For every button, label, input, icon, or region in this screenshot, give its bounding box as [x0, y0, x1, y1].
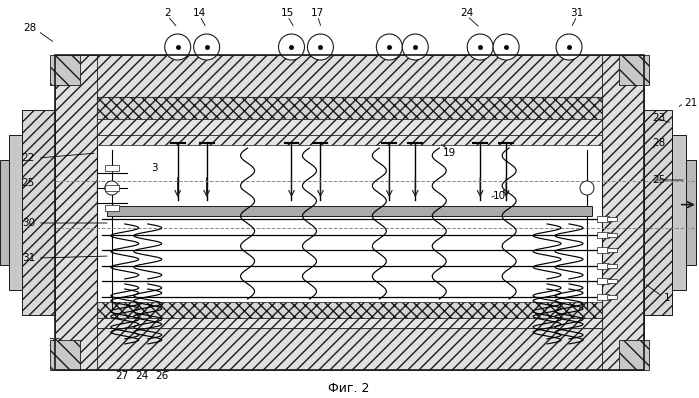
- Bar: [597, 263, 609, 269]
- Bar: [597, 216, 609, 222]
- Text: 25: 25: [652, 175, 665, 185]
- Text: 3: 3: [152, 163, 158, 173]
- Text: 23: 23: [652, 113, 665, 123]
- Bar: [597, 232, 609, 238]
- Text: 26: 26: [155, 371, 168, 381]
- Text: 10: 10: [493, 191, 505, 201]
- Text: 14: 14: [193, 8, 206, 18]
- Text: 22: 22: [22, 153, 35, 163]
- Bar: [105, 185, 119, 191]
- Circle shape: [308, 34, 333, 60]
- Circle shape: [165, 34, 191, 60]
- Bar: [55, 55, 644, 97]
- Circle shape: [278, 34, 305, 60]
- Text: 2: 2: [164, 8, 171, 18]
- Circle shape: [376, 34, 403, 60]
- Bar: [672, 135, 686, 290]
- Text: 19: 19: [442, 148, 456, 158]
- Bar: [597, 278, 609, 285]
- Bar: [0, 160, 9, 265]
- Circle shape: [403, 34, 428, 60]
- Text: 1: 1: [663, 293, 670, 303]
- Bar: [9, 135, 22, 290]
- Bar: [97, 318, 602, 328]
- Text: 25: 25: [22, 178, 35, 188]
- Bar: [97, 97, 602, 119]
- Bar: [607, 232, 617, 236]
- Text: 17: 17: [311, 8, 324, 18]
- Bar: [55, 328, 644, 370]
- Text: 28: 28: [652, 138, 665, 148]
- Bar: [607, 295, 617, 299]
- Circle shape: [493, 34, 519, 60]
- Bar: [602, 55, 644, 370]
- Bar: [97, 97, 602, 328]
- Bar: [686, 160, 696, 265]
- Bar: [97, 119, 602, 135]
- Text: 28: 28: [23, 23, 36, 33]
- Circle shape: [580, 181, 594, 195]
- Bar: [50, 55, 80, 85]
- Bar: [619, 55, 649, 85]
- Text: 29: 29: [48, 338, 62, 348]
- Circle shape: [105, 181, 119, 195]
- Text: 15: 15: [281, 8, 294, 18]
- Text: 30: 30: [22, 218, 35, 228]
- Bar: [105, 165, 119, 171]
- Circle shape: [556, 34, 582, 60]
- Bar: [607, 264, 617, 268]
- Bar: [105, 205, 119, 211]
- Text: 24: 24: [461, 8, 474, 18]
- Bar: [22, 110, 55, 315]
- Circle shape: [467, 34, 493, 60]
- Text: 27: 27: [115, 371, 129, 381]
- Text: Фиг. 2: Фиг. 2: [328, 382, 369, 394]
- Bar: [607, 217, 617, 221]
- Bar: [107, 206, 592, 216]
- Text: 31: 31: [22, 253, 35, 263]
- Bar: [597, 247, 609, 253]
- Bar: [597, 294, 609, 300]
- Bar: [607, 248, 617, 252]
- Bar: [97, 135, 602, 145]
- Bar: [55, 55, 97, 370]
- Bar: [607, 279, 617, 283]
- Text: 21: 21: [684, 98, 698, 108]
- Circle shape: [194, 34, 219, 60]
- Text: 24: 24: [135, 371, 148, 381]
- Bar: [644, 110, 672, 315]
- Bar: [619, 340, 649, 370]
- Bar: [97, 302, 602, 318]
- Text: 31: 31: [570, 8, 584, 18]
- Bar: [55, 55, 644, 370]
- Bar: [50, 340, 80, 370]
